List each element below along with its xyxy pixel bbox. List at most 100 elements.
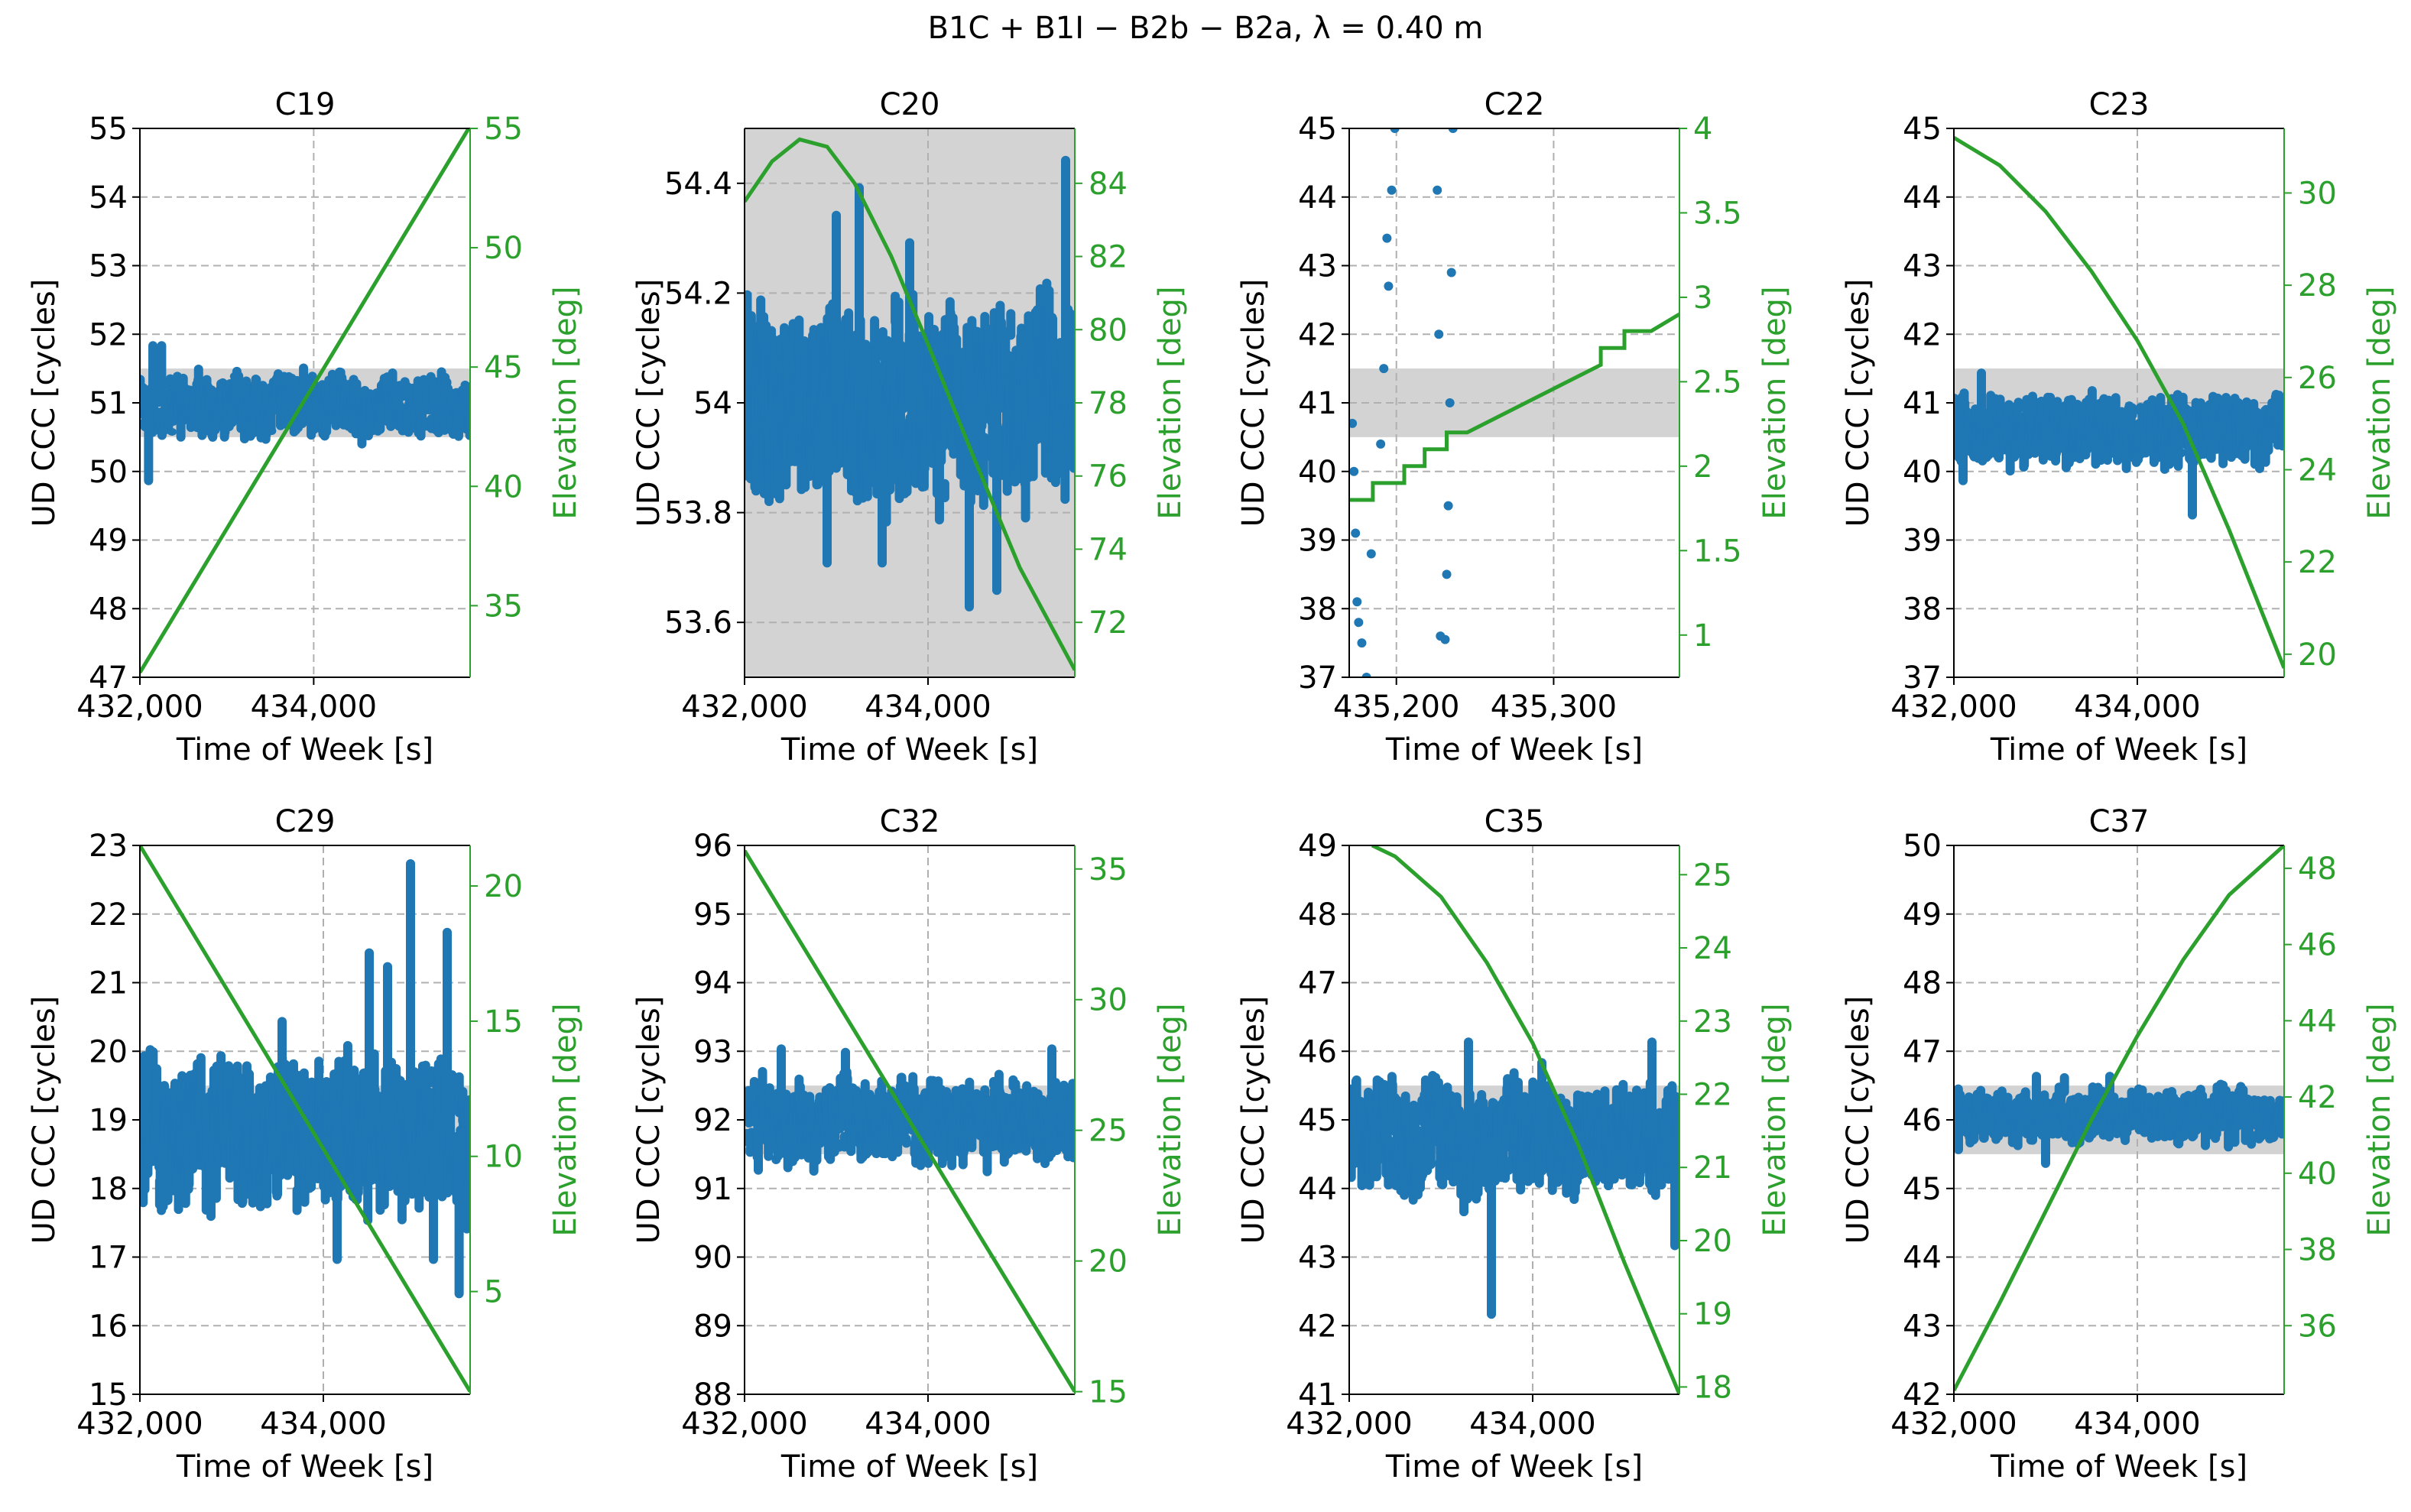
x-axis-label: Time of Week [s] [780,1449,1038,1484]
ccc-point [1434,1088,1444,1125]
x-axis-label: Time of Week [s] [1990,732,2247,767]
y2-tick-label: 30 [1089,983,1128,1018]
ccc-point [2263,440,2273,456]
y-tick-label: 48 [89,592,128,627]
ccc-point [365,948,374,1134]
y2-tick-label: 1 [1693,618,1712,654]
ccc-point [1443,501,1453,511]
y-tick-label: 53 [89,249,128,284]
y-tick-label: 41 [1298,1377,1337,1413]
y2-tick-label: 80 [1089,313,1128,348]
ccc-point [353,1170,363,1198]
ccc-point [267,427,277,436]
y-axis-label: UD CCC [cycles] [1841,996,1876,1244]
subplot-title: C22 [1485,87,1545,122]
y-tick-label: 52 [89,317,128,352]
y2-axis-label: Elevation [deg] [1757,286,1793,519]
y-tick-label: 41 [1903,386,1942,421]
subplot-title: C35 [1485,804,1545,839]
y-tick-label: 41 [1298,386,1337,421]
elevation-line [1954,845,2284,1392]
ccc-point [841,1047,850,1120]
y2-tick-label: 20 [1693,1224,1732,1259]
y2-tick-label: 25 [1089,1114,1128,1149]
y-tick-label: 43 [1903,249,1942,284]
y-tick-label: 44 [1298,1172,1337,1207]
y-tick-label: 54 [693,386,732,421]
x-tick-label: 434,000 [2074,689,2200,725]
x-tick-label: 435,200 [1333,689,1459,725]
y-tick-label: 55 [89,112,128,147]
y2-tick-label: 46 [2298,928,2337,963]
ccc-point [1069,1105,1075,1118]
y2-tick-label: 21 [1693,1150,1732,1186]
y-tick-label: 42 [1298,1309,1337,1344]
y2-tick-label: 20 [1089,1244,1128,1280]
x-axis-label: Time of Week [s] [780,732,1038,767]
ccc-point [1390,128,1400,133]
y-tick-label: 22 [89,897,128,933]
y-tick-label: 39 [1298,524,1337,559]
ccc-point [2176,448,2186,458]
x-tick-label: 432,000 [681,1407,807,1442]
y-tick-label: 46 [1298,1034,1337,1069]
ccc-point [2059,1072,2069,1097]
subplot-c29: 15 16 17 18 19 20 21 22 23 5 10 15 20 432,000 434,000 C… [27,804,583,1484]
y-tick-label: 45 [1903,112,1942,147]
ccc-point [1069,1132,1075,1146]
ccc-point [148,341,158,407]
ccc-point [1387,185,1397,195]
ccc-point [1349,418,1358,428]
y-tick-label: 89 [693,1309,732,1344]
ccc-point [934,453,944,525]
subplot-c35: 41 42 43 44 45 46 47 48 49 18 19 20 21 22 23 24 25 432,00… [1236,804,1793,1484]
ccc-point [144,406,154,485]
ccc-point [1069,449,1075,473]
ccc-point [1464,1037,1473,1140]
ccc-point [967,1132,977,1153]
ccc-point [1351,528,1361,538]
subplot-c32: 88 89 90 91 92 93 94 95 96 15 20 25 30 35 432,000 434,0… [631,804,1188,1484]
y-axis-label: UD CCC [cycles] [631,279,667,527]
y2-tick-label: 19 [1693,1297,1732,1332]
ccc-point [878,403,887,568]
y-tick-label: 20 [89,1034,128,1069]
y-axis-label: UD CCC [cycles] [27,996,62,1244]
y2-tick-label: 26 [2298,361,2337,396]
y2-axis-label: Elevation [deg] [548,1003,583,1236]
ccc-point [465,411,470,440]
ccc-point [758,1066,767,1095]
ccc-point [1384,281,1394,291]
x-tick-label: 432,000 [76,1407,203,1442]
ccc-point [383,962,392,1134]
y-tick-label: 49 [1903,897,1942,933]
ccc-point [1069,333,1075,368]
y2-tick-label: 35 [1089,852,1128,887]
y-tick-label: 95 [693,897,732,933]
y-tick-label: 90 [693,1241,732,1276]
subplot-title: C32 [880,804,940,839]
y-tick-label: 15 [89,1377,128,1413]
y-tick-label: 44 [1903,180,1942,216]
y-tick-label: 45 [1903,1172,1942,1207]
y-tick-label: 47 [1903,1034,1942,1069]
ccc-series [1954,1072,2284,1168]
y2-tick-label: 24 [1693,931,1732,966]
y-tick-label: 96 [693,829,732,864]
y2-tick-label: 1.5 [1693,534,1742,569]
y2-tick-label: 3 [1693,281,1712,316]
ccc-point [777,1044,786,1120]
ccc-point [1357,638,1367,648]
x-tick-label: 432,000 [1890,1407,2017,1442]
x-tick-label: 432,000 [76,689,203,725]
y2-axis-label: Elevation [deg] [1153,286,1188,519]
ccc-point [465,1121,470,1183]
y2-tick-label: 22 [2298,545,2337,580]
ccc-point [454,1133,464,1299]
y2-tick-label: 2 [1693,449,1712,485]
y-tick-label: 38 [1903,592,1942,627]
y-tick-label: 39 [1903,524,1942,559]
ccc-point [939,479,949,503]
y-tick-label: 21 [89,966,128,1001]
